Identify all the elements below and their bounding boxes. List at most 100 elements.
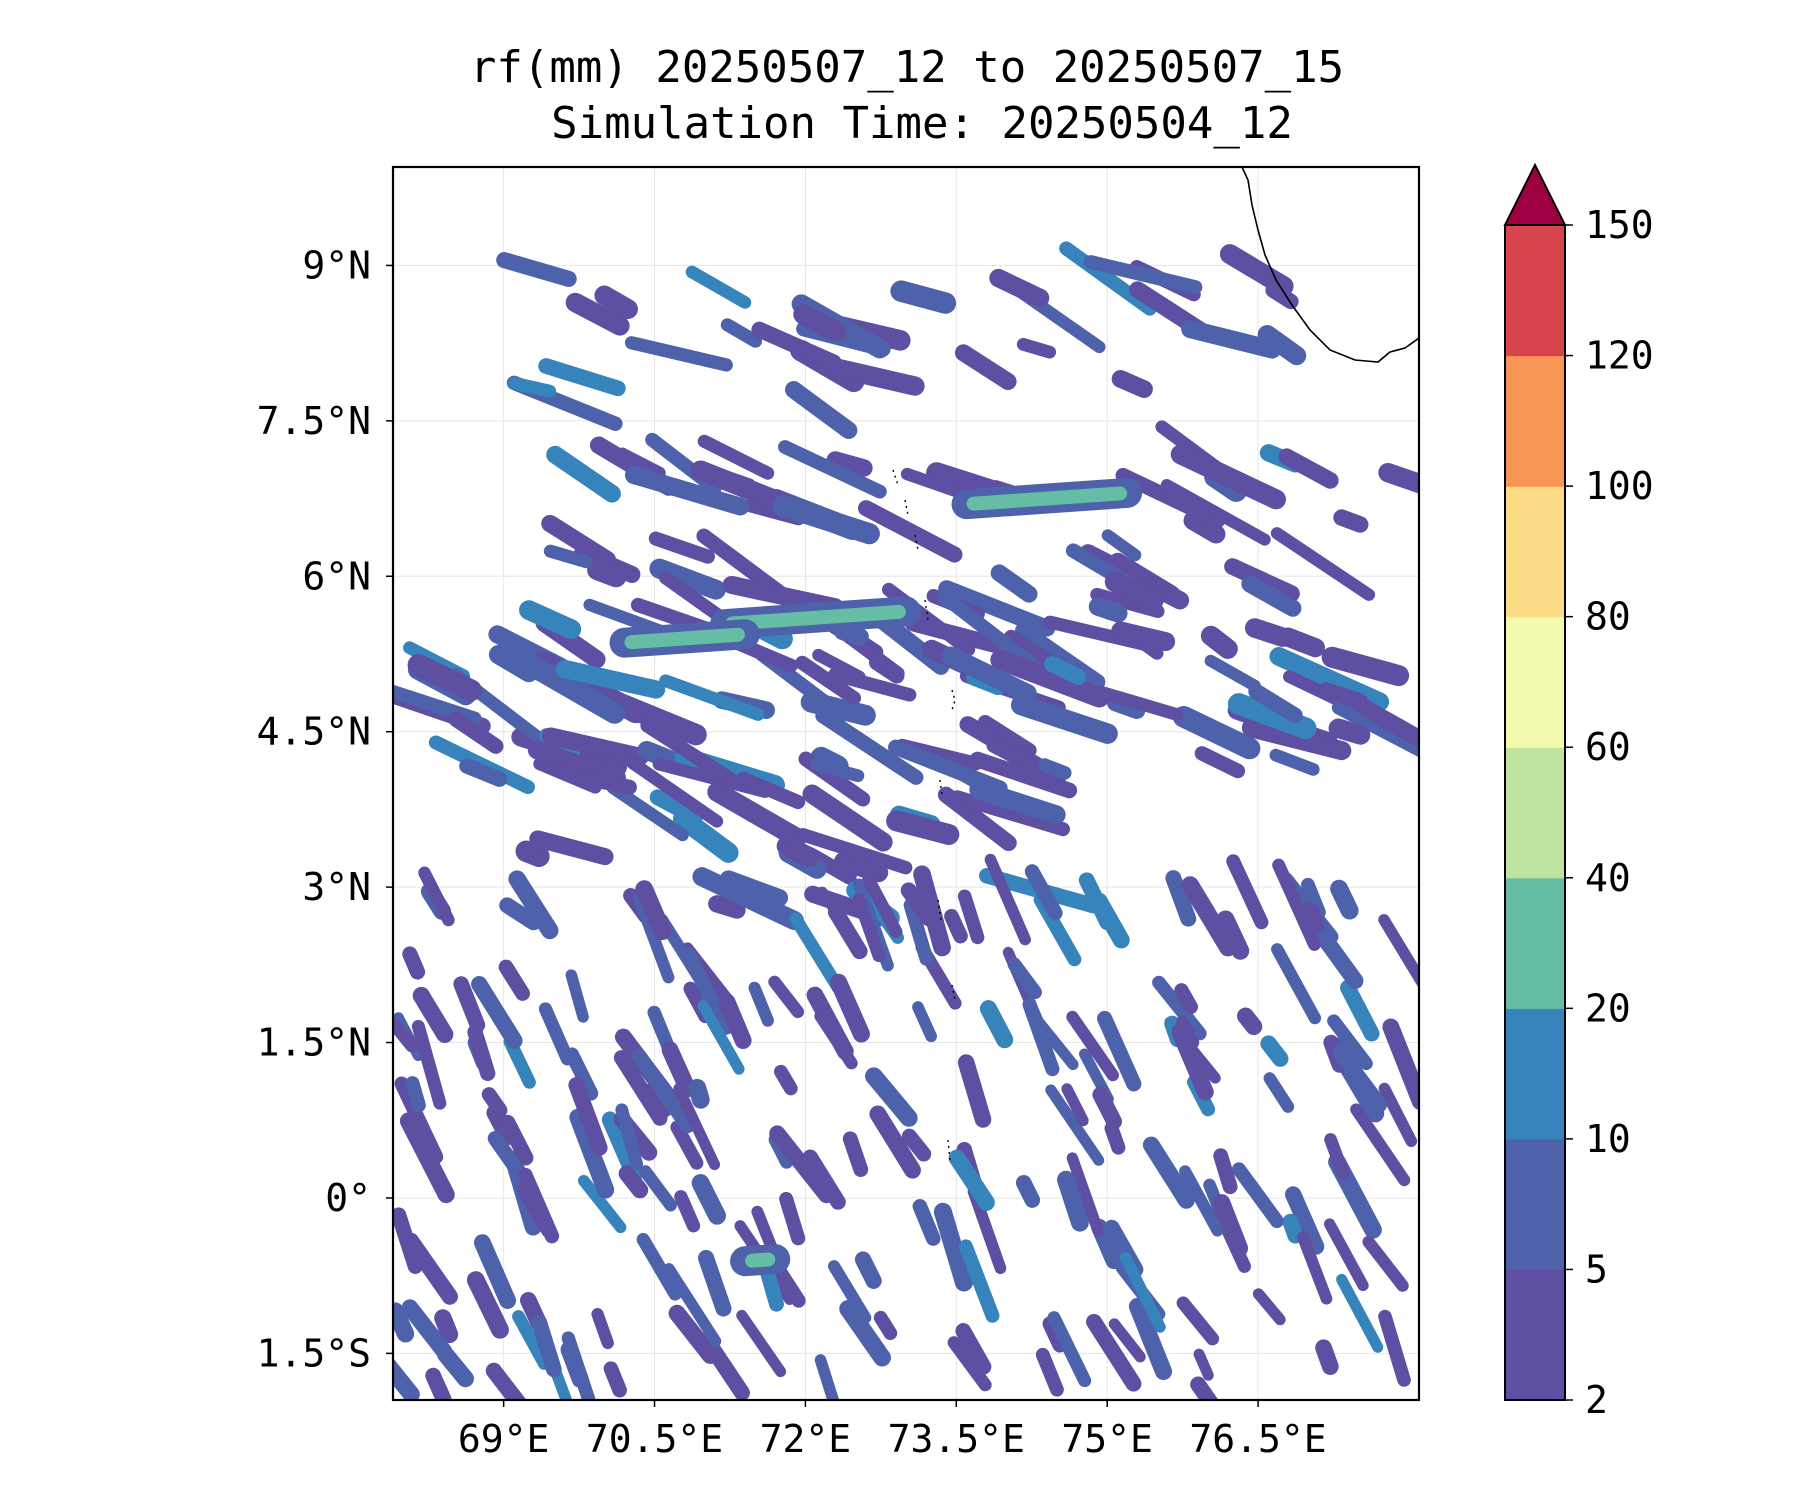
rain-cell (1260, 1035, 1289, 1067)
rain-cell (1066, 1152, 1104, 1237)
rain-cell (633, 893, 675, 984)
rain-cell (636, 1232, 682, 1301)
rain-cell (1097, 1010, 1142, 1092)
colorbar-segment (1505, 1269, 1565, 1401)
rain-cell (1226, 854, 1269, 930)
y-tick-label: 9°N (302, 243, 371, 287)
rain-cell (541, 727, 650, 766)
rain-cell (1336, 1273, 1384, 1353)
rain-cell (1059, 241, 1157, 316)
colorbar-segment (1505, 747, 1565, 879)
rain-cell (640, 718, 742, 790)
rain-cell (829, 359, 925, 396)
rain-cell (411, 1019, 447, 1110)
rain-cell (938, 580, 1056, 637)
rain-cell (1111, 621, 1176, 651)
rain-cell (969, 751, 1078, 799)
rain-cell (1332, 1044, 1388, 1113)
colorbar-tick-label: 120 (1585, 334, 1654, 378)
india-coastline (1241, 167, 1419, 363)
rain-cell (498, 959, 530, 1001)
rain-cell (1181, 319, 1282, 359)
rain-cell (561, 1331, 596, 1400)
x-tick-label: 73.5°E (888, 1417, 1025, 1461)
rain-cell (1104, 571, 1164, 611)
rain-cell (418, 866, 455, 927)
rain-cell (1271, 943, 1322, 1025)
rain-cell (1272, 858, 1321, 951)
rain-cell (659, 674, 765, 721)
rain-cell (768, 975, 805, 1019)
x-tick-label: 75°E (1061, 1417, 1153, 1461)
rain-cell (1174, 983, 1198, 1015)
rain-cell (511, 649, 626, 724)
rain-cell (828, 667, 917, 702)
rain-cell (1224, 558, 1300, 603)
rainfall-contours (393, 241, 1419, 1400)
rain-cell (1362, 1235, 1409, 1292)
rain-cell (802, 784, 893, 852)
map-panel (391, 165, 1421, 1402)
rain-cell (503, 1035, 536, 1089)
rain-cell (1357, 699, 1419, 760)
rain-cell (1016, 337, 1057, 359)
rain-cell (1382, 1018, 1419, 1110)
rain-cell (1037, 758, 1072, 780)
rain-cell (1378, 1082, 1418, 1148)
rain-cell (606, 781, 689, 842)
rain-cell (1007, 957, 1042, 1000)
rain-cell (704, 1340, 750, 1400)
rain-cell (1330, 879, 1359, 920)
rain-cell (613, 1050, 668, 1126)
rain-cell (1111, 370, 1153, 399)
rain-cell (948, 1149, 995, 1211)
rain-cell (1321, 646, 1410, 687)
rain-cell (1028, 1011, 1079, 1071)
colorbar: 2 5 10 20 40 60 80 100 120 150 (1503, 162, 1654, 1422)
y-axis-ticks: 9°N 7.5°N 6°N 4.5°N 3°N 1.5°N 0° 1.5°S (257, 243, 393, 1375)
rain-cell (1160, 478, 1271, 546)
rain-cell (661, 1041, 696, 1098)
rain-cell (852, 892, 885, 963)
colorbar-tick-label: 10 (1585, 1117, 1631, 1161)
rain-cell (776, 835, 820, 868)
colorbar-segment (1505, 486, 1565, 618)
rain-cell (701, 990, 727, 1019)
colorbar-tick-label: 80 (1585, 595, 1631, 639)
rain-cell (685, 265, 752, 309)
rain-cell (950, 790, 1071, 837)
rain-cell (1190, 1376, 1223, 1400)
map-frame (391, 165, 1421, 1402)
rain-cell (618, 1165, 649, 1199)
rain-cell (1248, 683, 1303, 724)
rain-cell (1193, 1348, 1214, 1381)
rain-cell (1270, 527, 1376, 601)
colorbar-segment (1505, 1138, 1565, 1271)
rain-cell (1227, 693, 1317, 740)
rain-cell (842, 1131, 869, 1177)
rain-cell (1231, 1162, 1284, 1229)
rain-cell (984, 853, 1031, 946)
rain-cell (903, 898, 934, 966)
rain-cell (857, 500, 963, 563)
x-tick-label: 76.5°E (1189, 1417, 1326, 1461)
rain-cell (1327, 1014, 1373, 1071)
rain-cell (1194, 746, 1246, 779)
rain-cell (546, 445, 621, 503)
rain-cell (412, 986, 454, 1043)
rain-cell (1057, 1170, 1089, 1232)
y-tick-label: 4.5°N (257, 710, 371, 754)
rain-cell (652, 758, 772, 798)
rain-cell (810, 758, 865, 783)
rain-cell (500, 1114, 534, 1166)
rain-cell (674, 1190, 701, 1233)
rain-cell (1183, 511, 1226, 544)
rain-cell (815, 708, 924, 785)
rain-cell (912, 1199, 941, 1246)
rain-cell (697, 434, 775, 480)
rain-cell-max (745, 1252, 776, 1268)
rain-cell (955, 1323, 992, 1375)
lakshadweep-islands (892, 469, 956, 1161)
rain-cell (1237, 1007, 1263, 1036)
rain-cell (795, 655, 862, 706)
